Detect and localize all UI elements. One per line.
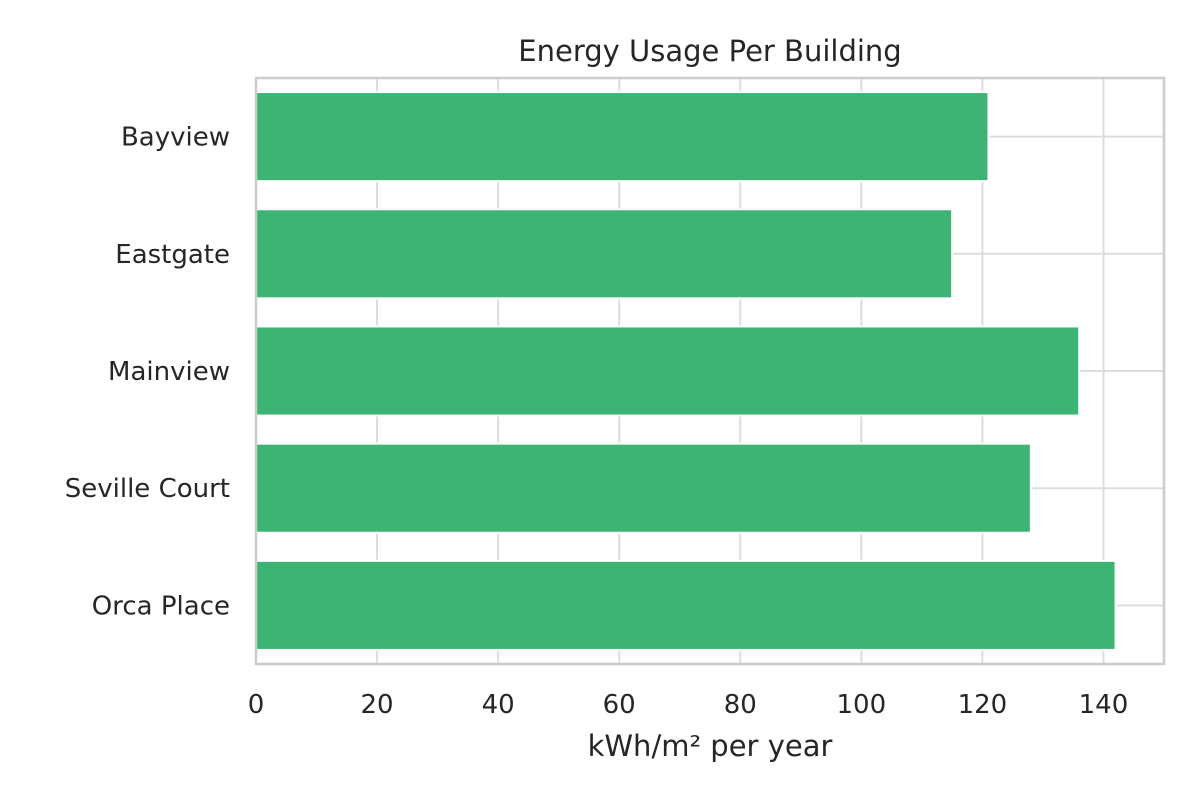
category-label: Orca Place <box>92 591 230 621</box>
x-tick-label: 100 <box>837 690 887 720</box>
x-tick-label: 20 <box>361 690 394 720</box>
bar-bayview <box>255 91 990 183</box>
x-tick-label: 120 <box>958 690 1008 720</box>
x-tick-label: 40 <box>482 690 515 720</box>
x-tick-label: 60 <box>603 690 636 720</box>
x-axis-title: kWh/m² per year <box>588 729 833 763</box>
category-label: Bayview <box>121 123 230 153</box>
x-tick-labels: 0 20 40 60 80 100 120 140 <box>248 690 1129 720</box>
bars <box>255 91 1117 651</box>
bar-seville-court <box>255 442 1032 534</box>
plot-frame <box>254 76 1166 666</box>
category-label: Eastgate <box>115 240 230 270</box>
chart-title: Energy Usage Per Building <box>518 34 901 68</box>
bar-orca-place <box>255 559 1117 651</box>
bar-mainview <box>255 325 1081 417</box>
x-tick-label: 0 <box>248 690 265 720</box>
category-labels: Bayview Eastgate Mainview Seville Court Orca… <box>65 123 230 622</box>
category-label: Seville Court <box>65 474 230 504</box>
bar-eastgate <box>255 208 954 300</box>
x-tick-label: 140 <box>1079 690 1129 720</box>
x-tick-label: 80 <box>724 690 757 720</box>
category-label: Mainview <box>108 357 230 387</box>
